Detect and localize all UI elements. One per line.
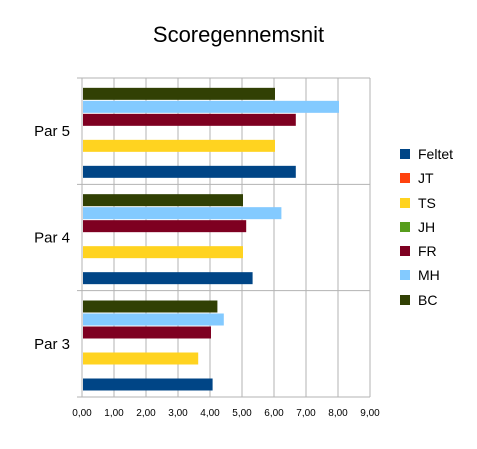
bar-mh-par-3 bbox=[83, 313, 224, 326]
legend-label: Feltet bbox=[418, 146, 454, 162]
x-tick-label: 9,00 bbox=[360, 408, 380, 419]
legend-label: JT bbox=[418, 170, 434, 187]
bar-mh-par-4 bbox=[83, 207, 282, 220]
legend-swatch bbox=[400, 294, 410, 305]
legend-label: JH bbox=[418, 218, 436, 235]
bar-ts-par-4 bbox=[83, 246, 243, 259]
legend-label: FR bbox=[418, 243, 437, 260]
bar-ts-par-3 bbox=[83, 352, 199, 365]
x-tick-label: 0,00 bbox=[72, 408, 92, 419]
y-category-label: Par 3 bbox=[34, 336, 70, 353]
bar-fr-par-3 bbox=[83, 326, 211, 339]
bar-fr-par-5 bbox=[83, 113, 296, 126]
legend-swatch bbox=[400, 149, 410, 159]
x-tick-label: 3,00 bbox=[168, 408, 188, 419]
legend-label: BC bbox=[418, 291, 438, 308]
x-tick-label: 7,00 bbox=[296, 408, 316, 419]
x-tick-label: 6,00 bbox=[264, 408, 284, 419]
bar-ts-par-5 bbox=[83, 139, 275, 152]
legend-swatch bbox=[400, 270, 410, 281]
legend-swatch bbox=[400, 221, 410, 232]
x-tick-label: 2,00 bbox=[136, 408, 156, 419]
legend-swatch bbox=[400, 246, 410, 257]
x-tick-label: 1,00 bbox=[104, 408, 124, 419]
bar-bc-par-3 bbox=[83, 300, 218, 313]
legend-swatch bbox=[400, 173, 410, 184]
legend-label: MH bbox=[418, 267, 440, 284]
y-category-label: Par 4 bbox=[34, 230, 70, 247]
x-tick-label: 8,00 bbox=[328, 408, 348, 419]
bar-bc-par-4 bbox=[83, 194, 243, 207]
bar-feltet-par-3 bbox=[83, 378, 213, 391]
legend-label: TS bbox=[418, 194, 436, 211]
legend-swatch bbox=[400, 197, 410, 208]
bar-feltet-par-5 bbox=[83, 165, 296, 178]
x-tick-label: 5,00 bbox=[232, 408, 252, 419]
bar-fr-par-4 bbox=[83, 220, 247, 233]
bar-mh-par-5 bbox=[83, 100, 339, 113]
axes: 0,00 1,00 2,00 3,00 4,00 5,00 6,00 7,00 8,00 9,00… bbox=[34, 78, 380, 419]
bar-bc-par-5 bbox=[83, 87, 275, 100]
x-tick-label: 4,00 bbox=[200, 408, 220, 419]
grid-lines bbox=[77, 77, 371, 398]
bars bbox=[83, 87, 339, 391]
chart-title: Scoregennemsnit bbox=[152, 22, 325, 47]
y-category-label: Par 5 bbox=[34, 123, 70, 140]
bar-feltet-par-4 bbox=[83, 272, 253, 285]
